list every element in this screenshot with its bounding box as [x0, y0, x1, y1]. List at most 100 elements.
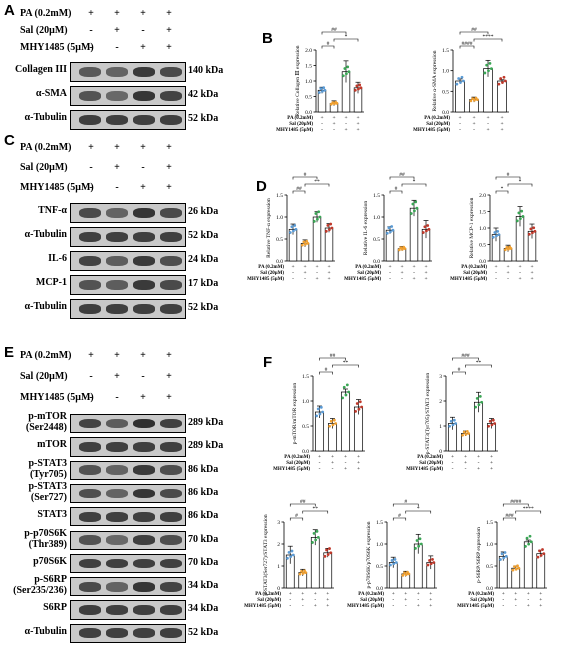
treatment-sign: -	[527, 597, 529, 603]
data-point	[392, 562, 396, 566]
data-point	[287, 550, 291, 554]
significance-mark: *	[345, 34, 348, 40]
treatment-sign: +	[357, 466, 360, 472]
blot-label-text: α-Tubulin	[24, 112, 67, 123]
data-point	[431, 558, 434, 561]
data-point	[418, 537, 422, 541]
y-tick-label: 1	[439, 424, 442, 430]
data-point	[319, 87, 323, 90]
blot-strip-e	[70, 437, 186, 457]
treatment-sign-c: +	[114, 162, 120, 173]
data-point	[324, 229, 328, 233]
treatment-sign: +	[331, 454, 334, 460]
blot-label-text: S6RP	[43, 602, 67, 614]
treatment-label: Sal (20μM)	[426, 122, 450, 127]
blot-band	[79, 442, 101, 452]
treatment-sign: +	[356, 115, 359, 121]
bar	[536, 553, 546, 589]
treatment-sign-e: -	[89, 371, 93, 382]
bar	[312, 216, 322, 262]
blot-band	[160, 303, 182, 315]
y-axis-label: Relative MCP-1 expression	[469, 197, 475, 258]
blot-strip-c	[70, 251, 186, 271]
blot-label-e: p-S6RP (Ser235/236)	[13, 574, 67, 596]
blot-label-e: p70S6K	[33, 556, 67, 567]
data-point	[421, 231, 425, 234]
data-point	[317, 210, 321, 214]
treatment-sign-a: +	[166, 8, 172, 19]
y-tick-label: 0.0	[486, 586, 493, 592]
data-point	[290, 549, 294, 553]
data-point	[409, 212, 413, 215]
treatment-label: MHY1485 (5μM)	[347, 604, 384, 609]
blot-band	[106, 628, 128, 639]
treatment-sign: -	[413, 270, 415, 276]
data-point	[455, 82, 459, 86]
significance-mark: ##	[399, 172, 405, 178]
treatment-label: MHY1485 (5μM)	[273, 467, 310, 472]
data-point	[469, 99, 473, 103]
data-point	[541, 548, 544, 551]
data-point	[475, 396, 479, 400]
significance-mark: #	[398, 513, 401, 519]
y-tick-label: 1.5	[305, 64, 312, 70]
treatment-label-a-1: Sal (20μM)	[20, 25, 68, 36]
blot-label-e: mTOR	[37, 439, 67, 450]
y-tick-label: 1.5	[373, 193, 380, 199]
significance-mark: *	[413, 179, 416, 185]
data-point	[312, 531, 316, 535]
treatment-sign-c: -	[89, 182, 93, 193]
blot-label-a: Collagen III	[15, 64, 67, 75]
blot-label-text: p-S6RP	[34, 574, 67, 586]
y-tick-label: 1.5	[276, 193, 283, 199]
significance-mark: ##	[471, 27, 477, 33]
treatment-sign: +	[344, 466, 347, 472]
blot-kda-a: 52 kDa	[188, 113, 219, 124]
data-point	[419, 542, 423, 546]
data-point	[354, 410, 357, 413]
treatment-sign: -	[345, 121, 347, 127]
data-point	[461, 433, 464, 437]
treatment-sign: -	[333, 127, 335, 133]
treatment-sign-a: -	[141, 25, 145, 36]
y-axis-label: Relative IL-6 expression	[363, 201, 369, 256]
treatment-sign: +	[530, 270, 533, 276]
data-point	[506, 247, 510, 251]
treatment-sign: +	[404, 591, 407, 597]
treatment-label: MHY1485 (5μM)	[450, 277, 487, 282]
data-point	[343, 67, 347, 70]
blot-kda-c: 24 kDa	[188, 254, 219, 265]
blot-label-text: MCP-1	[35, 277, 67, 288]
blot-band	[160, 558, 182, 569]
blot-band	[106, 207, 128, 219]
treatment-sign: -	[452, 466, 454, 472]
blot-kda-c: 52 kDa	[188, 230, 219, 241]
data-point	[315, 217, 319, 221]
significance-mark: *	[519, 179, 522, 185]
blot-band	[133, 279, 155, 291]
data-point	[393, 558, 397, 561]
treatment-sign: +	[530, 264, 533, 270]
data-point	[353, 88, 357, 92]
treatment-label-c-2: MHY1485 (5μM)	[20, 182, 94, 193]
data-point	[329, 419, 333, 423]
significance-mark: #	[325, 367, 328, 373]
blot-band	[133, 535, 155, 545]
blot-kda-e: 70 kDa	[188, 556, 219, 568]
treatment-sign: -	[392, 597, 394, 603]
treatment-sign: +	[412, 276, 415, 282]
significance-bracket	[465, 364, 492, 368]
data-point	[322, 86, 326, 90]
blot-band	[160, 465, 182, 476]
y-tick-label: 0.5	[486, 564, 493, 570]
treatment-sign: +	[315, 276, 318, 282]
data-point	[477, 403, 481, 407]
blot-band	[160, 488, 182, 499]
treatment-sign-a: -	[89, 42, 93, 53]
treatment-sign: -	[289, 597, 291, 603]
data-point	[359, 86, 363, 90]
treatment-sign: +	[326, 591, 329, 597]
data-point	[358, 83, 362, 87]
treatment-sign-a: +	[114, 25, 120, 36]
treatment-sign: +	[417, 591, 420, 597]
